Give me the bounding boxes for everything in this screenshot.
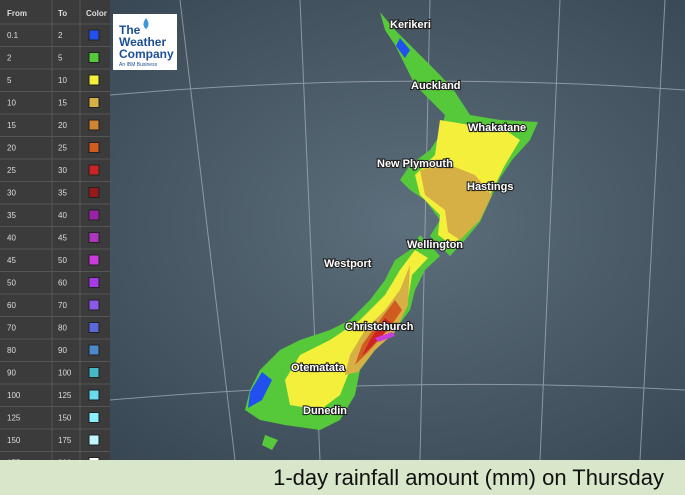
legend-from: 30	[7, 189, 16, 198]
legend-to: 175	[58, 436, 72, 445]
place-label: New Plymouth	[377, 158, 453, 170]
legend-from: 150	[7, 436, 21, 445]
legend-to: 20	[58, 121, 67, 130]
legend-from: 0.1	[7, 31, 19, 40]
logo-text: Company	[119, 47, 174, 61]
legend-swatch	[88, 434, 100, 446]
legend-to: 70	[58, 301, 67, 310]
legend-swatch	[88, 299, 100, 311]
logo-text: The	[119, 23, 141, 37]
legend-from: 100	[7, 391, 21, 400]
legend-from: 15	[7, 121, 16, 130]
legend-to: 45	[58, 234, 67, 243]
legend-to: 2	[58, 31, 63, 40]
legend-from: 45	[7, 256, 16, 265]
logo-tagline: An IBM Business	[119, 62, 158, 68]
legend-swatch	[88, 209, 100, 221]
legend-from: 70	[7, 324, 16, 333]
legend-header: From	[7, 9, 27, 18]
legend-from: 60	[7, 301, 16, 310]
legend-to: 35	[58, 189, 67, 198]
legend-swatch	[88, 389, 100, 401]
logo-text: Weather	[119, 35, 166, 49]
place-label: Auckland	[411, 80, 461, 92]
legend-from: 125	[7, 414, 21, 423]
legend-to: 60	[58, 279, 67, 288]
place-label: Otematata	[291, 362, 346, 374]
caption-bar	[0, 460, 685, 495]
legend-to: 100	[58, 369, 72, 378]
legend-swatch	[88, 164, 100, 176]
place-label: Wellington	[407, 239, 463, 251]
legend-from: 50	[7, 279, 16, 288]
graticule	[109, 0, 685, 461]
legend-to: 40	[58, 211, 67, 220]
legend-to: 25	[58, 144, 67, 153]
legend-from: 25	[7, 166, 16, 175]
place-label: Whakatane	[468, 122, 526, 134]
legend-swatch	[88, 277, 100, 288]
legend-from: 5	[7, 76, 12, 85]
legend-from: 2	[7, 54, 12, 63]
legend-to: 5	[58, 54, 63, 63]
legend-from: 80	[7, 346, 16, 355]
legend-swatch	[88, 367, 100, 378]
place-label: Dunedin	[303, 405, 347, 417]
legend-swatch	[88, 232, 100, 243]
legend-swatch	[88, 412, 100, 423]
north-island	[380, 12, 538, 256]
legend-swatch	[88, 187, 100, 198]
legend-from: 10	[7, 99, 16, 108]
south-island	[245, 235, 440, 450]
legend-to: 125	[58, 391, 72, 400]
legend-swatch	[88, 52, 100, 63]
legend-to: 30	[58, 166, 67, 175]
place-label: Westport	[324, 258, 372, 270]
legend-to: 10	[58, 76, 67, 85]
legend-from: 35	[7, 211, 16, 220]
legend-swatch	[88, 74, 100, 86]
legend-to: 80	[58, 324, 67, 333]
legend-swatch	[88, 29, 100, 41]
legend-header: To	[58, 9, 67, 18]
logo-drop	[143, 18, 149, 29]
legend-swatch	[88, 119, 100, 131]
legend-swatch	[88, 254, 100, 266]
place-label: Kerikeri	[390, 19, 431, 31]
caption: 1-day rainfall amount (mm) on Thursday	[273, 465, 664, 490]
legend-from: 20	[7, 144, 16, 153]
place-label: Christchurch	[345, 321, 414, 333]
legend-to: 150	[58, 414, 72, 423]
legend-to: 50	[58, 256, 67, 265]
legend-header: Color	[86, 9, 107, 18]
legend-to: 15	[58, 99, 67, 108]
legend-swatch	[88, 142, 100, 153]
legend-from: 90	[7, 369, 16, 378]
legend-swatch	[88, 344, 100, 356]
legend-swatch	[88, 322, 100, 333]
legend-to: 90	[58, 346, 67, 355]
legend-swatch	[88, 97, 100, 108]
logo: The Weather Company An IBM Business	[113, 14, 177, 70]
legend-from: 40	[7, 234, 16, 243]
place-label: Hastings	[467, 181, 513, 193]
